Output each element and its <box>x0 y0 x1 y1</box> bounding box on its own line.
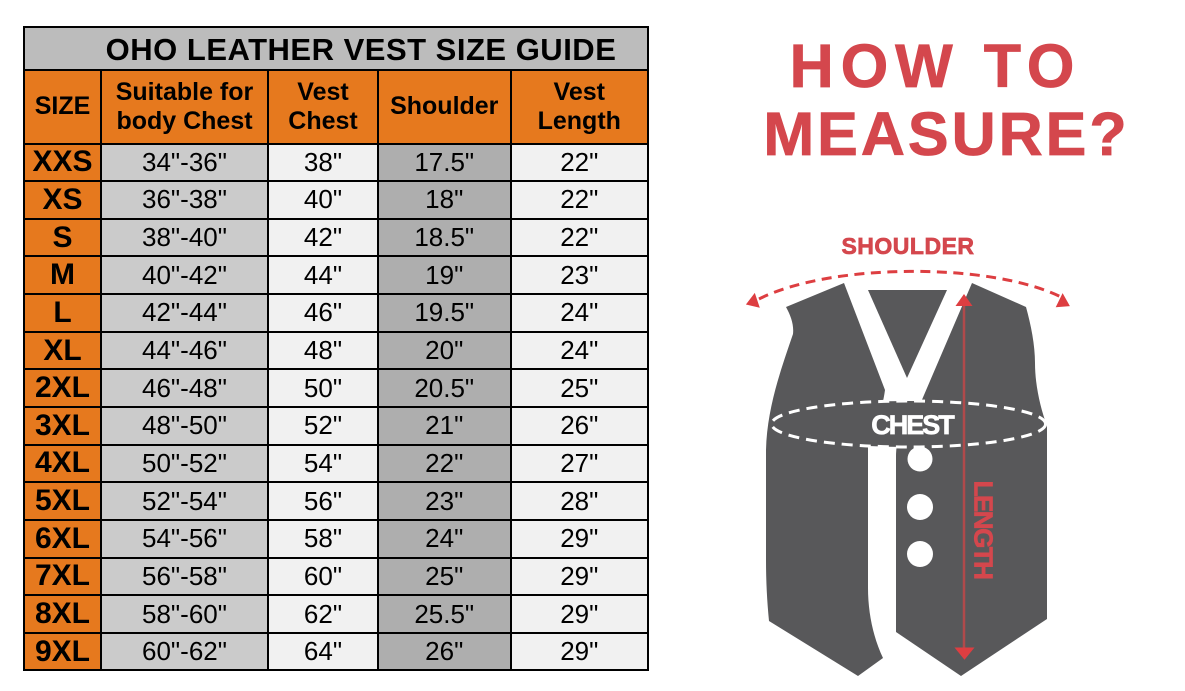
svg-text:SHOULDER: SHOULDER <box>841 233 974 259</box>
svg-text:LENGTH: LENGTH <box>969 481 999 580</box>
svg-text:CHEST: CHEST <box>871 410 955 440</box>
